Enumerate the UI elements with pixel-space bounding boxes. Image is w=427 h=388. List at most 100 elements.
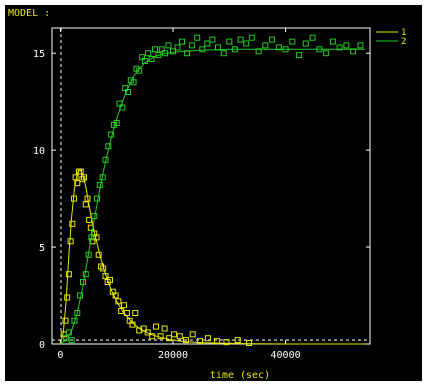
x-tick-label: 0 — [57, 350, 63, 361]
series-2-point — [170, 48, 176, 55]
legend: 12 — [376, 28, 406, 47]
series-2-point — [220, 50, 227, 57]
series-1-point — [132, 310, 139, 316]
series-2-point — [194, 34, 201, 41]
series-1-point — [77, 168, 84, 175]
y-tick-label: 15 — [33, 49, 45, 60]
series-2-point — [309, 34, 316, 41]
series-2-point — [152, 46, 158, 53]
series-2-point — [226, 38, 233, 45]
series-2-point — [343, 42, 350, 49]
series-2-point — [141, 58, 148, 64]
series-2-point — [145, 50, 152, 57]
series-1-point — [71, 195, 77, 202]
series-2-point — [77, 292, 84, 299]
series-2-point — [162, 50, 169, 57]
series-2-point — [91, 213, 98, 219]
series-2-point — [296, 52, 303, 59]
series-2-point — [102, 156, 109, 163]
x-axis-label: time (sec) — [210, 370, 270, 381]
series-1-point — [84, 195, 91, 202]
legend-label-2: 2 — [401, 37, 406, 47]
series-2-point — [125, 89, 131, 95]
series-1-point — [72, 174, 79, 181]
series-2-point — [88, 234, 95, 241]
series-1-point — [171, 331, 178, 338]
series-2-point — [323, 50, 330, 57]
series-1-point — [183, 337, 189, 344]
series-1-point — [81, 174, 88, 181]
series-2-point — [302, 40, 309, 47]
series-2-point — [136, 67, 143, 74]
series-1-point — [123, 310, 130, 316]
series-1-point — [197, 338, 203, 345]
series-2-point — [199, 46, 206, 53]
series-1-point — [65, 271, 72, 278]
series-2-fit-line — [60, 48, 365, 345]
series-1-point — [140, 325, 147, 332]
series-1-point — [176, 333, 183, 340]
series-2-point — [80, 279, 86, 285]
series-1-point — [157, 333, 164, 340]
y-tick-label: 0 — [39, 340, 45, 351]
series-2-point — [189, 42, 196, 49]
x-tick-label: 40000 — [271, 350, 301, 361]
series-1-fit-line — [59, 168, 365, 345]
series-1-point — [102, 273, 109, 280]
series-2-point — [113, 120, 120, 126]
series-2-point — [96, 182, 103, 188]
chart: time (sec) 0 5 10 15 0 20000 40000 12 — [33, 27, 406, 381]
series-2-point — [155, 52, 162, 59]
series-1-point — [144, 329, 151, 336]
series-2-point — [316, 46, 323, 53]
series-2-point — [148, 56, 155, 62]
series-1-point — [64, 294, 71, 301]
series-2-point — [99, 174, 106, 181]
series-2-point — [71, 317, 78, 324]
series-2-point — [329, 38, 336, 45]
series-2-point — [262, 42, 269, 49]
series-1-point — [153, 323, 160, 330]
series-1-point — [74, 180, 81, 187]
axis-ticks: 0 5 10 15 0 20000 40000 — [33, 28, 370, 361]
series-1-point — [69, 220, 76, 227]
series-1 — [59, 168, 365, 346]
series-2-point — [215, 44, 221, 51]
series-1-point — [223, 339, 230, 346]
series-2-point — [248, 34, 255, 41]
series-1-point — [115, 298, 122, 305]
series-2-point — [158, 46, 165, 53]
series-1-point — [82, 201, 89, 208]
series-2-point — [130, 79, 137, 86]
series-2-point — [269, 36, 276, 43]
series-2-point — [237, 36, 244, 43]
series-1-point — [129, 321, 136, 328]
series-2-point — [209, 36, 216, 43]
series-2-point — [255, 48, 262, 55]
series-1-point — [246, 340, 252, 346]
series-2-point — [94, 195, 100, 202]
series-1-point — [118, 308, 125, 314]
x-tick-label: 20000 — [158, 350, 188, 361]
series-2-point — [174, 44, 181, 51]
series-2-point — [289, 38, 296, 45]
series-2-point — [275, 44, 282, 51]
series-1-point — [161, 325, 168, 332]
series-2-point — [282, 46, 289, 53]
series-1-point — [121, 302, 127, 309]
series-2-point — [231, 46, 238, 53]
series-2-point — [357, 42, 364, 49]
series-1-point — [204, 335, 211, 342]
y-tick-label: 10 — [33, 146, 45, 157]
series-1-point — [112, 292, 119, 299]
series-2-point — [68, 337, 75, 344]
series-1-point — [189, 331, 196, 338]
series-2-point — [350, 48, 357, 55]
series-2-point — [243, 40, 250, 47]
series-1-point — [86, 216, 93, 223]
series-2-point — [184, 50, 191, 57]
series-1-point — [234, 337, 241, 344]
series-2-point — [336, 44, 343, 51]
series-2-point — [204, 40, 211, 47]
series-2-point — [82, 271, 89, 278]
